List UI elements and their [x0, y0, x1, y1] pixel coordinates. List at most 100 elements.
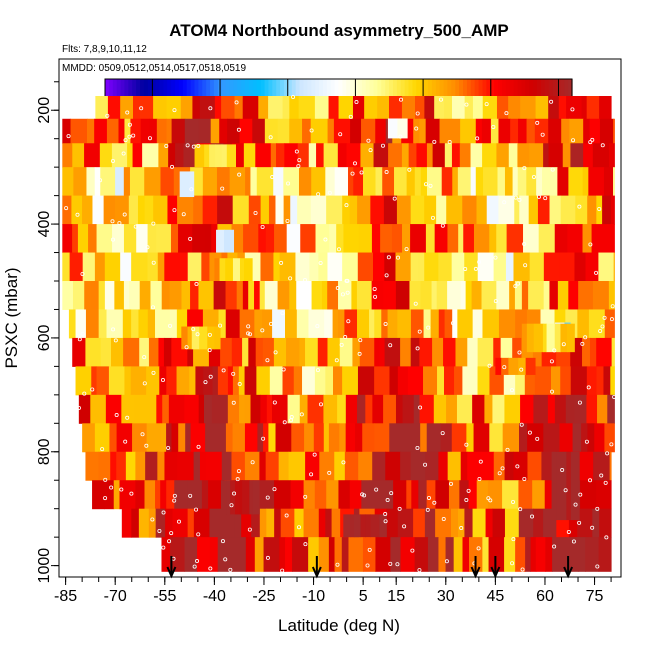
- heatmap-cell: [334, 537, 343, 572]
- heatmap-cell: [496, 96, 509, 120]
- heatmap-cell: [190, 423, 206, 453]
- heatmap-cell: [436, 281, 448, 310]
- heatmap-cell: [132, 423, 148, 453]
- sample-point: [223, 557, 228, 562]
- sample-point: [80, 271, 85, 276]
- heatmap-cell: [262, 337, 275, 367]
- heatmap-cell: [472, 96, 484, 120]
- sample-point: [588, 242, 593, 247]
- heatmap-cell: [424, 96, 435, 120]
- heatmap-cell: [414, 537, 429, 572]
- heatmap-cell: [317, 337, 328, 367]
- heatmap-cell: [488, 537, 505, 572]
- heatmap-cell: [158, 337, 165, 367]
- heatmap-cell: [529, 252, 545, 282]
- sample-point: [98, 178, 103, 183]
- heatmap-cell: [112, 224, 125, 254]
- heatmap-cell: [227, 394, 240, 424]
- heatmap-cell: [331, 508, 341, 538]
- sample-point: [150, 517, 155, 522]
- heatmap-cell: [326, 195, 343, 225]
- heatmap-cell: [586, 394, 598, 424]
- heatmap-cell: [166, 118, 173, 144]
- heatmap-cell: [521, 281, 529, 310]
- heatmap-cell: [589, 118, 601, 144]
- heatmap-cell: [518, 508, 534, 538]
- sample-point: [511, 499, 516, 504]
- heatmap-cell: [165, 508, 174, 538]
- sample-point: [426, 495, 431, 500]
- sample-point: [232, 491, 237, 496]
- heatmap-cell: [357, 309, 370, 339]
- heatmap-cell: [424, 508, 436, 538]
- sample-point: [350, 171, 355, 176]
- sample-point: [610, 304, 615, 309]
- sample-point: [578, 492, 583, 497]
- heatmap-cell: [419, 337, 433, 367]
- heatmap-cell: [160, 423, 167, 453]
- heatmap-anomaly-cell: [350, 514, 355, 538]
- sample-point: [273, 350, 278, 355]
- sample-point: [359, 170, 364, 175]
- heatmap-anomaly-cell: [379, 514, 387, 538]
- heatmap-cell: [170, 224, 179, 254]
- heatmap-cell: [136, 224, 149, 254]
- sample-point: [109, 485, 114, 490]
- heatmap-cell: [176, 309, 188, 339]
- sample-point: [336, 247, 341, 252]
- heatmap-cell: [184, 394, 200, 424]
- sample-point: [511, 537, 516, 542]
- sample-point: [444, 559, 449, 564]
- heatmap-cell: [604, 309, 615, 339]
- heatmap-cell: [378, 480, 394, 510]
- heatmap-cell: [517, 143, 530, 168]
- heatmap-cell: [201, 480, 209, 510]
- heatmap-cell: [296, 281, 313, 310]
- sample-point: [580, 341, 585, 346]
- heatmap-cell: [364, 96, 378, 120]
- heatmap-cell: [225, 309, 241, 339]
- heatmap-cell: [187, 480, 203, 510]
- heatmap-cell: [318, 537, 330, 572]
- heatmap-cell: [192, 224, 206, 254]
- heatmap-cell: [69, 252, 84, 282]
- heatmap-cell: [277, 118, 290, 144]
- heatmap-anomaly-cell: [397, 118, 408, 139]
- heatmap-cell: [593, 451, 611, 481]
- heatmap-cell: [390, 537, 401, 572]
- heatmap-cell: [506, 224, 524, 254]
- sample-point: [281, 367, 286, 372]
- heatmap-cell: [568, 508, 578, 538]
- x-tick-label: 75: [586, 588, 604, 605]
- heatmap-cell: [118, 118, 125, 144]
- heatmap-cell: [100, 337, 112, 367]
- x-tick-label: -40: [203, 588, 226, 605]
- heatmap-cell: [85, 337, 102, 367]
- heatmap-cell: [272, 309, 286, 339]
- heatmap-cell: [348, 537, 364, 572]
- heatmap-cell: [435, 508, 452, 538]
- heatmap-cell: [164, 451, 178, 481]
- heatmap-cell: [148, 508, 157, 538]
- heatmap-anomaly-cell: [556, 451, 567, 521]
- heatmap-cell: [318, 252, 328, 282]
- heatmap-cell: [310, 118, 321, 144]
- heatmap-cell: [504, 451, 515, 481]
- heatmap-cell: [475, 167, 484, 197]
- heatmap-cell: [527, 423, 544, 453]
- heatmap-cell: [156, 394, 163, 424]
- sample-point: [515, 464, 520, 469]
- heatmap-cell: [297, 143, 310, 168]
- heatmap-cell: [283, 195, 291, 225]
- heatmap-cell: [113, 480, 120, 510]
- sample-point: [309, 472, 314, 477]
- sample-point: [191, 327, 196, 332]
- heatmap-cell: [597, 394, 608, 424]
- heatmap-cell: [232, 423, 246, 453]
- heatmap-cell: [510, 118, 519, 144]
- heatmap-cell: [373, 252, 385, 282]
- heatmap-cell: [278, 451, 290, 481]
- heatmap-cell: [120, 96, 134, 120]
- heatmap-cell: [110, 337, 124, 367]
- heatmap-cell: [255, 143, 272, 168]
